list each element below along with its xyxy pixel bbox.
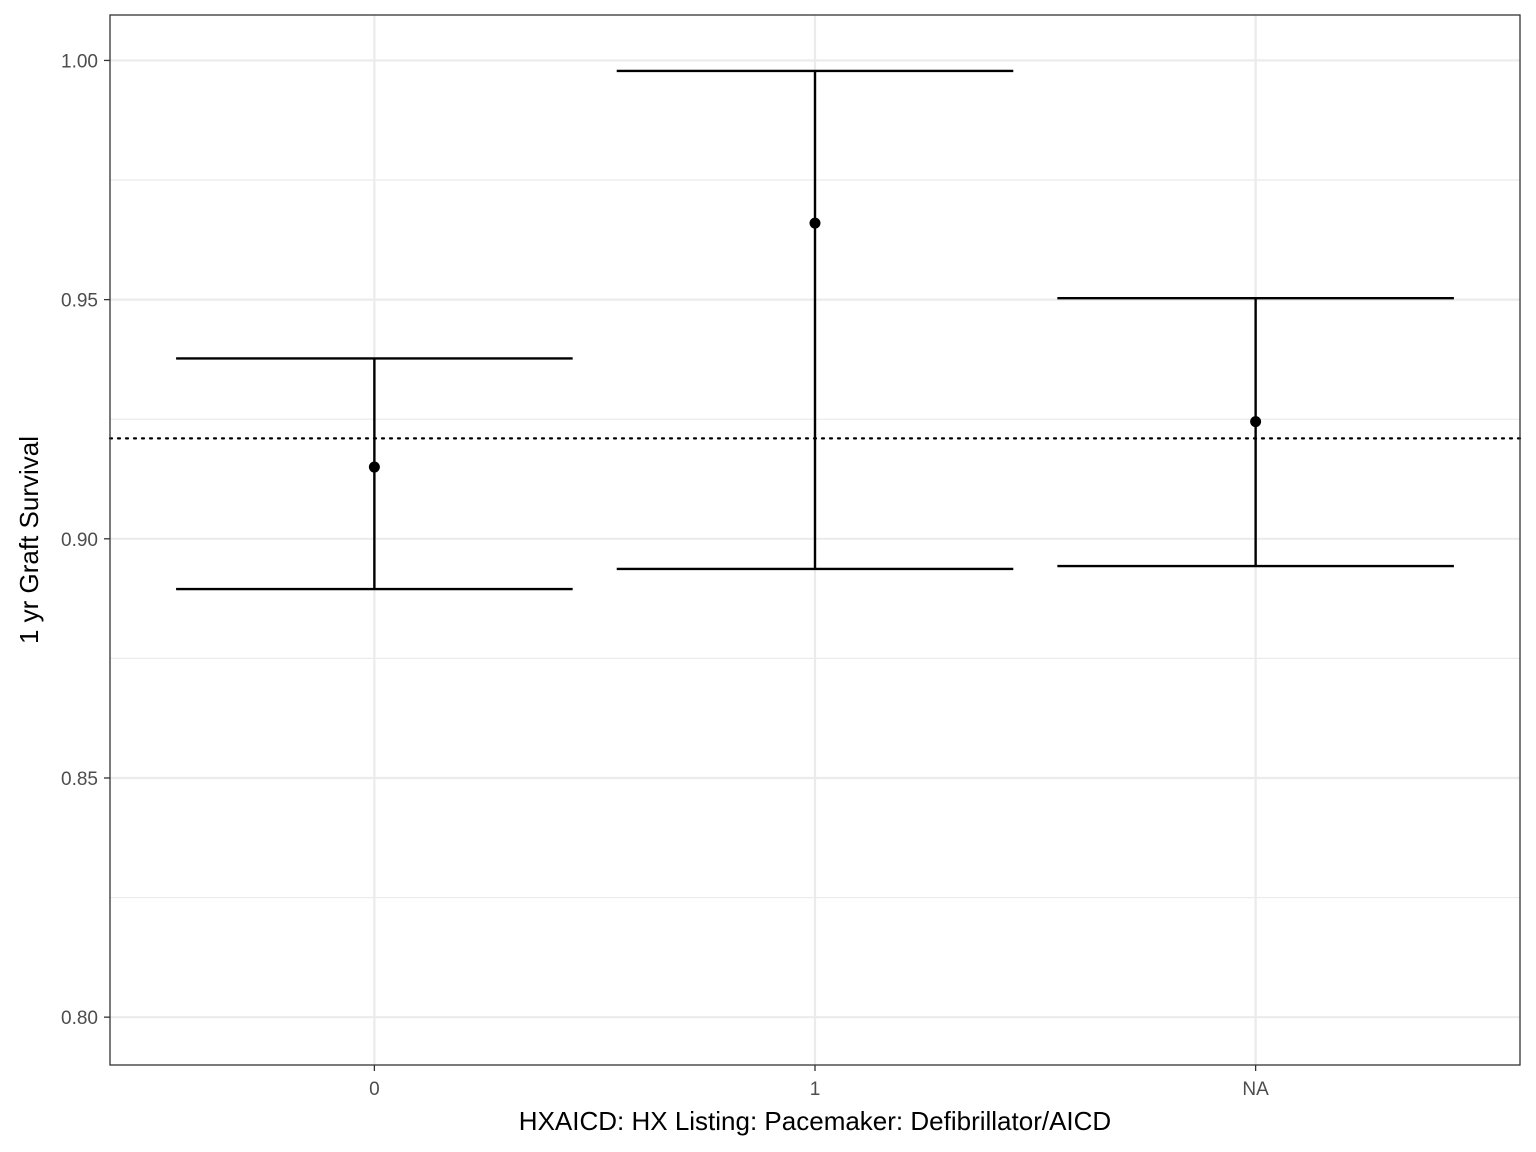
x-axis-title: HXAICD: HX Listing: Pacemaker: Defibrill… — [519, 1106, 1111, 1136]
points — [368, 217, 1262, 473]
errorbar-1 — [616, 69, 1014, 571]
y-axis-ticks: 0.80 0.85 0.90 0.95 1.00 — [61, 51, 110, 1029]
y-tick-label: 0.90 — [61, 530, 98, 551]
y-axis-title: 1 yr Graft Survival — [14, 436, 44, 644]
errorbar-2 — [1057, 296, 1454, 568]
point-estimate — [368, 461, 380, 473]
x-tick-label: 0 — [369, 1079, 380, 1100]
y-tick-label: 0.80 — [61, 1008, 98, 1029]
y-tick-label: 0.85 — [61, 769, 98, 790]
x-tick-label: NA — [1242, 1079, 1269, 1100]
x-tick-label: 1 — [810, 1079, 821, 1100]
y-tick-label: 1.00 — [61, 51, 98, 72]
point-estimate — [1250, 416, 1262, 428]
x-axis-ticks: 0 1 NA — [369, 1065, 1269, 1100]
point-estimate — [809, 217, 821, 229]
y-tick-label: 0.95 — [61, 291, 98, 312]
errorbars — [176, 69, 1454, 591]
errorbar-0 — [176, 357, 573, 591]
